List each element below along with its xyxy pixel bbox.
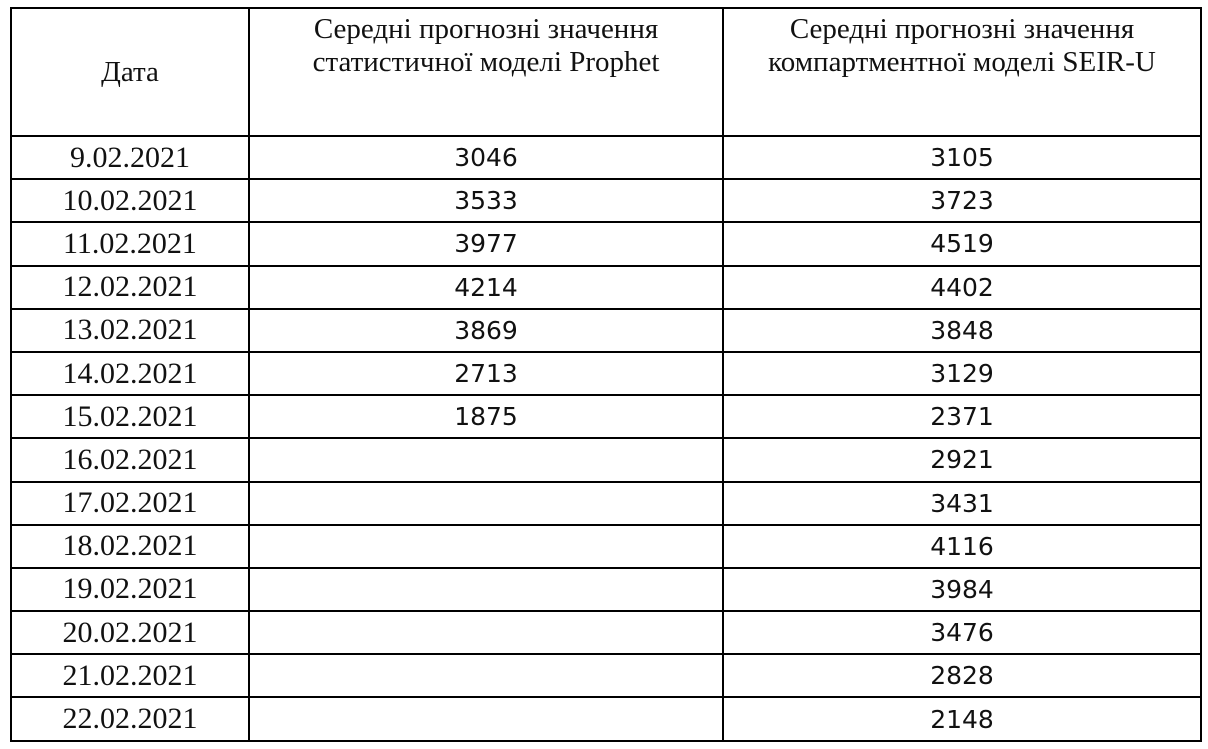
table-row: 13.02.2021 3869 3848 — [10, 307, 1202, 353]
table-row: 11.02.2021 3977 4519 — [10, 221, 1202, 267]
seiru-cell: 3984 — [722, 566, 1202, 613]
seiru-cell: 2828 — [722, 653, 1202, 699]
date-cell: 18.02.2021 — [10, 523, 250, 569]
seiru-cell: 3431 — [722, 480, 1202, 526]
seiru-cell: 2148 — [722, 696, 1202, 742]
prophet-cell — [248, 480, 724, 526]
seiru-cell: 3129 — [722, 350, 1202, 397]
date-cell: 13.02.2021 — [10, 307, 250, 353]
table-row: 21.02.2021 2828 — [10, 653, 1202, 699]
date-cell: 11.02.2021 — [10, 221, 250, 267]
seiru-cell: 3848 — [722, 307, 1202, 353]
seiru-cell: 3723 — [722, 178, 1202, 224]
seiru-cell: 4519 — [722, 221, 1202, 267]
date-cell: 21.02.2021 — [10, 653, 250, 699]
prophet-cell: 1875 — [248, 394, 724, 440]
prophet-cell — [248, 566, 724, 613]
seiru-cell: 4402 — [722, 264, 1202, 310]
table-row: 9.02.2021 3046 3105 — [10, 134, 1202, 181]
prophet-cell: 3046 — [248, 134, 724, 181]
seiru-cell: 3105 — [722, 134, 1202, 181]
date-cell: 16.02.2021 — [10, 437, 250, 483]
table-row: 15.02.2021 1875 2371 — [10, 394, 1202, 440]
header-prophet: Середні прогнозні значення статистичної … — [248, 7, 724, 137]
prophet-cell: 3869 — [248, 307, 724, 353]
table-row: 18.02.2021 4116 — [10, 523, 1202, 569]
table-row: 22.02.2021 2148 — [10, 696, 1202, 742]
seiru-cell: 2921 — [722, 437, 1202, 483]
prophet-cell — [248, 610, 724, 656]
table-row: 14.02.2021 2713 3129 — [10, 350, 1202, 397]
date-cell: 9.02.2021 — [10, 134, 250, 181]
table-row: 16.02.2021 2921 — [10, 437, 1202, 483]
prophet-cell — [248, 696, 724, 742]
forecast-table: Дата Середні прогнозні значення статисти… — [10, 7, 1202, 742]
header-row: Дата Середні прогнозні значення статисти… — [10, 7, 1202, 137]
seiru-cell: 2371 — [722, 394, 1202, 440]
table-row: 12.02.2021 4214 4402 — [10, 264, 1202, 310]
table-row: 19.02.2021 3984 — [10, 566, 1202, 613]
seiru-cell: 3476 — [722, 610, 1202, 656]
prophet-cell — [248, 523, 724, 569]
prophet-cell: 3977 — [248, 221, 724, 267]
header-date: Дата — [10, 7, 250, 137]
prophet-cell — [248, 653, 724, 699]
seiru-cell: 4116 — [722, 523, 1202, 569]
header-seiru: Середні прогнозні значення компартментно… — [722, 7, 1202, 137]
date-cell: 22.02.2021 — [10, 696, 250, 742]
prophet-cell: 4214 — [248, 264, 724, 310]
table-row: 20.02.2021 3476 — [10, 610, 1202, 656]
prophet-cell: 2713 — [248, 350, 724, 397]
table-row: 17.02.2021 3431 — [10, 480, 1202, 526]
date-cell: 19.02.2021 — [10, 566, 250, 613]
table-row: 10.02.2021 3533 3723 — [10, 178, 1202, 224]
date-cell: 15.02.2021 — [10, 394, 250, 440]
date-cell: 20.02.2021 — [10, 610, 250, 656]
date-cell: 12.02.2021 — [10, 264, 250, 310]
date-cell: 14.02.2021 — [10, 350, 250, 397]
date-cell: 17.02.2021 — [10, 480, 250, 526]
date-cell: 10.02.2021 — [10, 178, 250, 224]
prophet-cell: 3533 — [248, 178, 724, 224]
prophet-cell — [248, 437, 724, 483]
